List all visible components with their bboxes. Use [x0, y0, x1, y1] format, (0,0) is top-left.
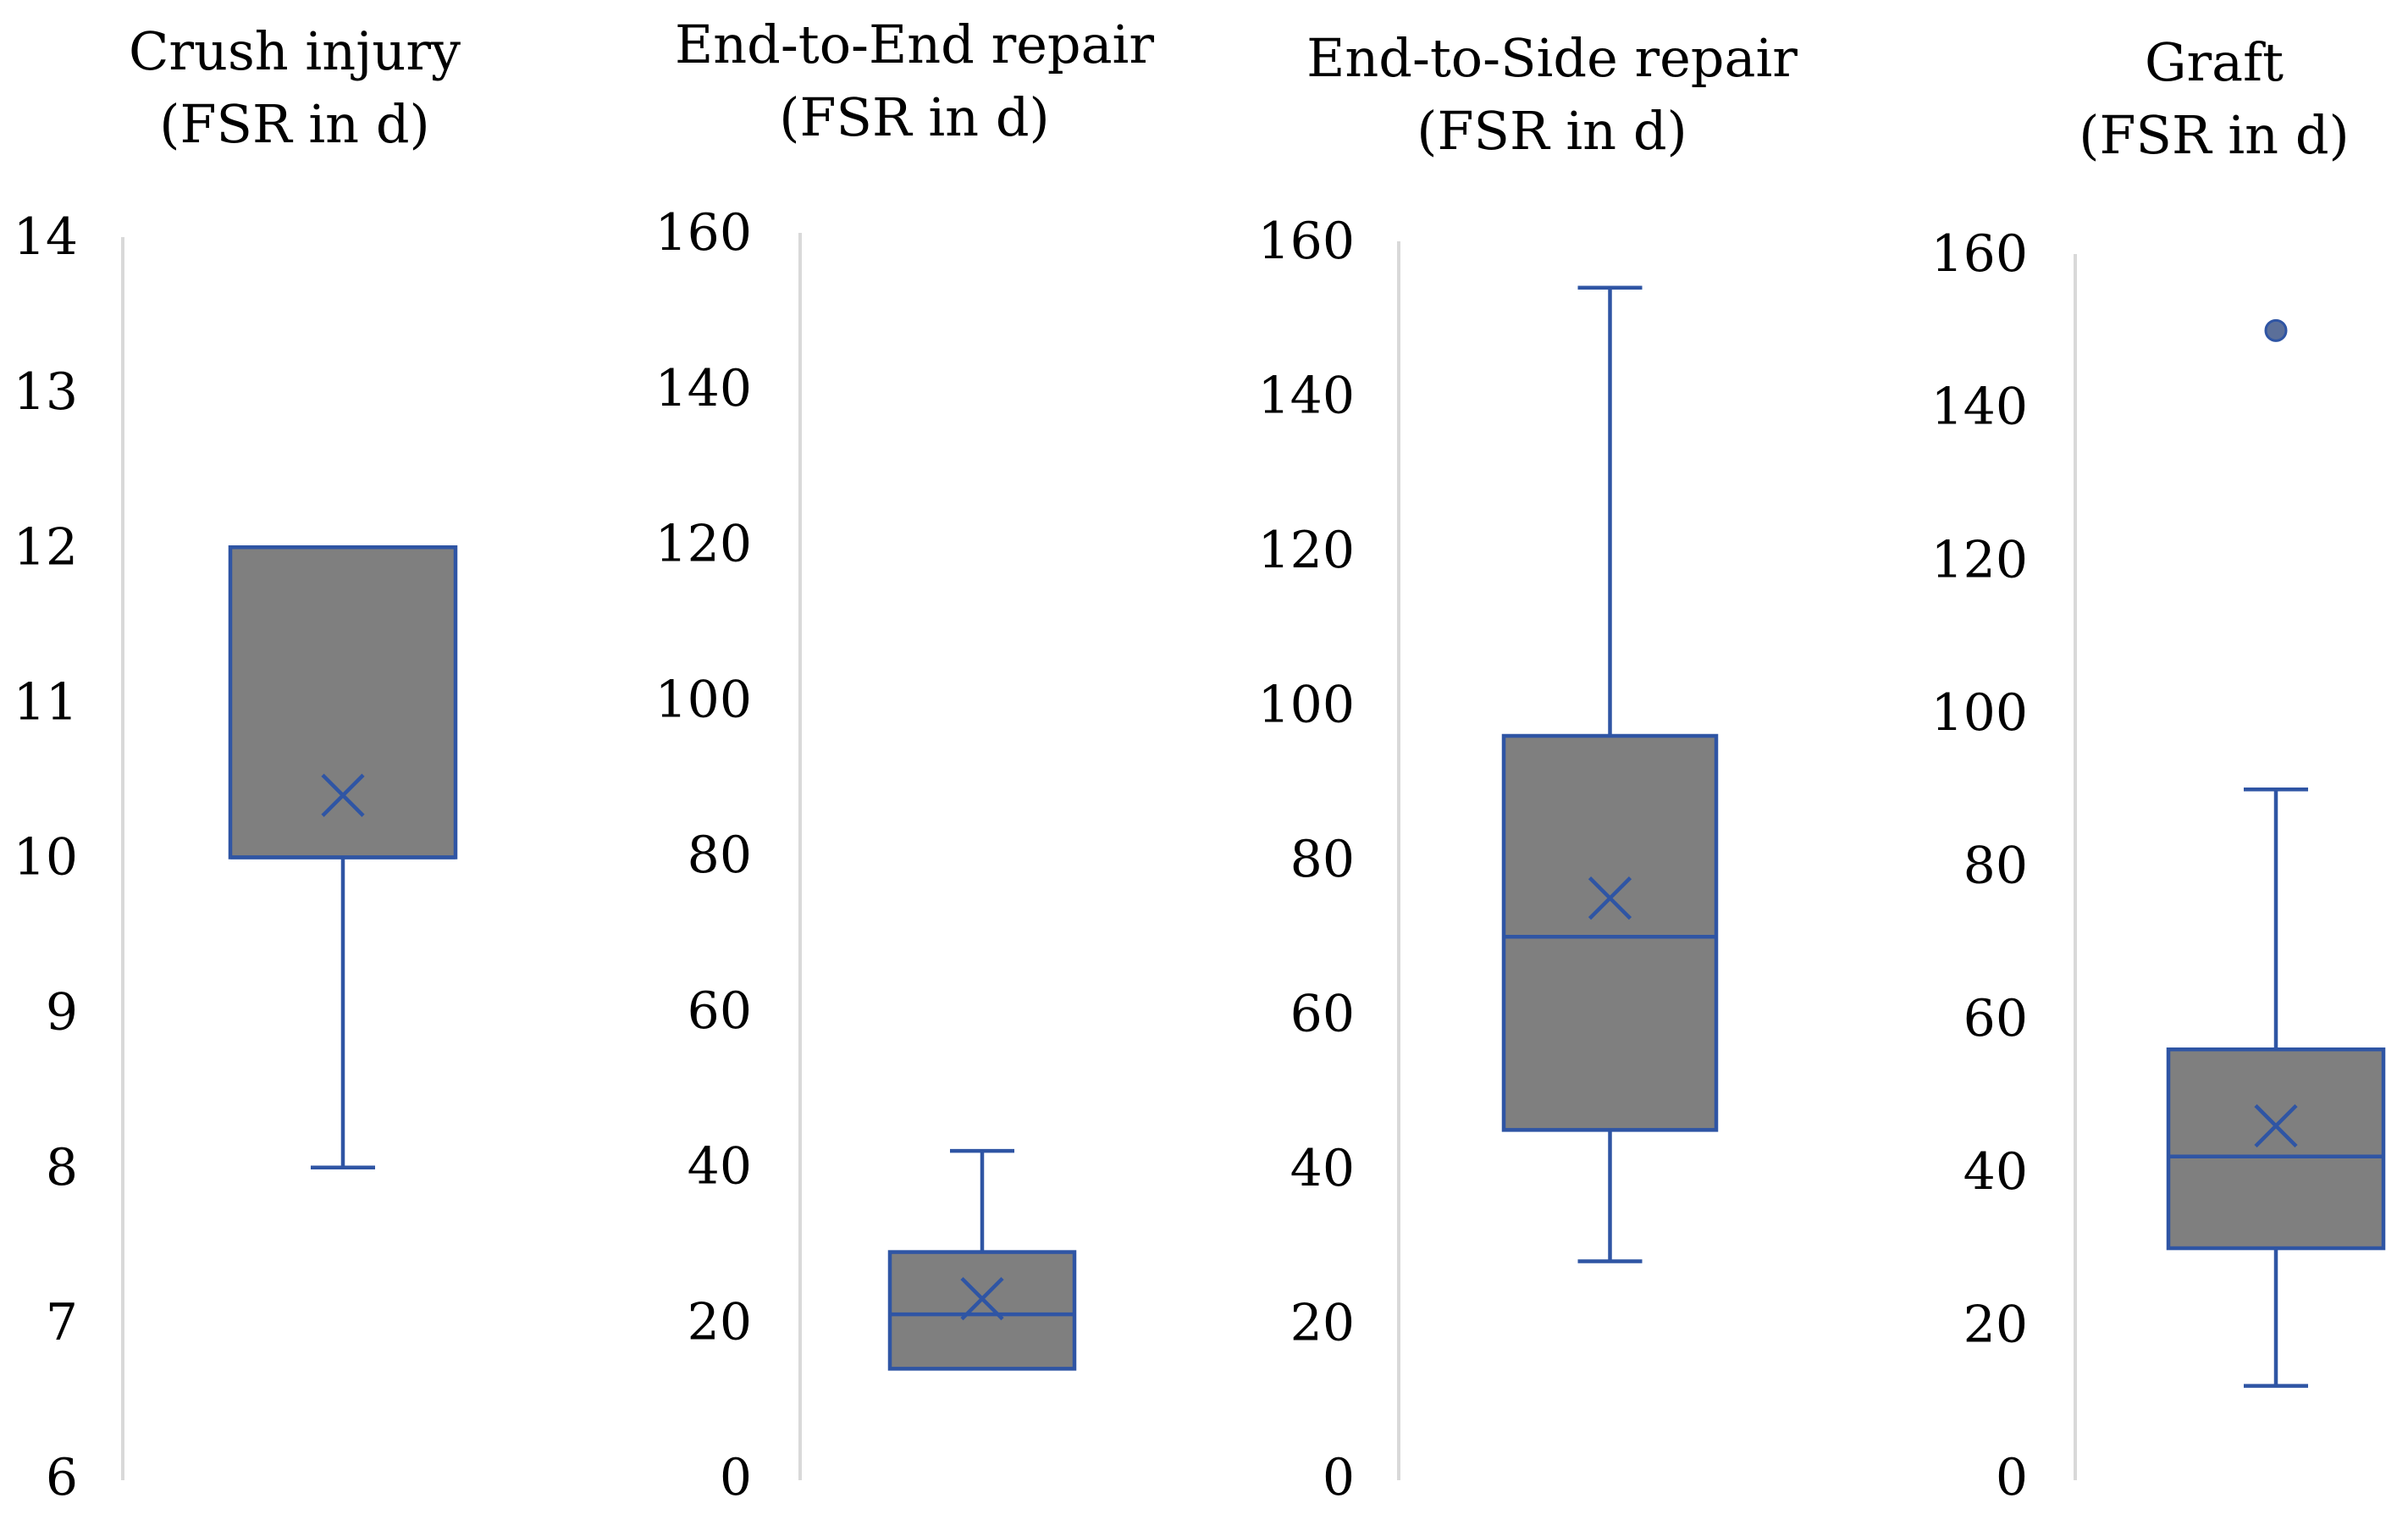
panel-subtitle: (FSR in d) [779, 86, 1049, 148]
y-tick-label: 100 [1930, 683, 2028, 743]
panel-subtitle: (FSR in d) [159, 93, 429, 155]
panel-subtitle: (FSR in d) [1417, 100, 1687, 162]
y-tick-label: 100 [1257, 676, 1355, 735]
iqr-box [1501, 733, 1719, 1132]
y-tick-label: 160 [654, 203, 752, 263]
outlier-point [2264, 318, 2288, 342]
y-tick-label: 13 [14, 362, 78, 422]
y-tick-label: 120 [654, 515, 752, 574]
y-tick-label: 120 [1930, 530, 2028, 589]
chart-panel-3: End-to-Side repair (FSR in d) 0 20 40 60 80 100… [1257, 27, 1798, 1507]
mean-marker [2254, 1103, 2298, 1148]
y-tick-label: 20 [688, 1292, 752, 1351]
chart-panel-1: Crush injury (FSR in d) 6 7 8 9 10 11 12 13 14 [14, 20, 461, 1507]
iqr-box [228, 545, 458, 859]
panel-title: Crush injury [129, 20, 461, 82]
y-tick-label: 80 [1290, 830, 1355, 889]
y-tick-label: 40 [1963, 1142, 2028, 1202]
y-tick-label: 60 [1290, 985, 1355, 1044]
mean-marker-stroke [1588, 876, 1632, 920]
panel-subtitle: (FSR in d) [2079, 104, 2349, 166]
panel-title: Graft [2145, 31, 2284, 93]
y-tick-label: 20 [1290, 1294, 1355, 1353]
panel-title: End-to-End repair [675, 14, 1154, 75]
y-tick-label: 0 [1323, 1448, 1355, 1507]
mean-marker-stroke [960, 1277, 1004, 1321]
y-tick-label: 0 [720, 1448, 752, 1507]
mean-marker-stroke [2254, 1103, 2298, 1148]
iqr-box [2166, 1047, 2386, 1251]
y-tick-label: 140 [1930, 378, 2028, 437]
y-tick-label: 14 [14, 207, 78, 267]
y-tick-label: 11 [14, 672, 78, 732]
y-tick-label: 40 [1290, 1139, 1355, 1198]
y-tick-label: 10 [14, 828, 78, 887]
y-tick-label: 20 [1963, 1295, 2028, 1354]
panels: Crush injury (FSR in d) 6 7 8 9 10 11 12 13 14 End-… [14, 14, 2386, 1507]
y-tick-label: 140 [654, 359, 752, 418]
y-tick-label: 80 [688, 826, 752, 885]
y-tick-label: 9 [46, 983, 78, 1042]
y-tick-label: 80 [1963, 837, 2028, 896]
y-tick-label: 60 [1963, 989, 2028, 1048]
y-tick-label: 40 [688, 1137, 752, 1197]
y-tick-label: 100 [654, 670, 752, 729]
mean-marker [960, 1277, 1004, 1321]
y-tick-label: 120 [1257, 521, 1355, 580]
y-tick-label: 7 [46, 1293, 78, 1352]
y-tick-label: 12 [14, 517, 78, 577]
mean-marker-stroke [321, 773, 365, 817]
mean-marker [1588, 876, 1632, 920]
y-tick-label: 160 [1930, 224, 2028, 284]
mean-marker [321, 773, 365, 817]
chart-panel-2: End-to-End repair (FSR in d) 0 20 40 60 80 100 1… [654, 14, 1154, 1507]
y-tick-label: 0 [1996, 1448, 2028, 1507]
y-tick-label: 6 [46, 1448, 78, 1507]
y-tick-label: 60 [688, 981, 752, 1041]
iqr-box [887, 1250, 1077, 1371]
y-tick-label: 160 [1257, 212, 1355, 271]
y-tick-label: 140 [1257, 367, 1355, 426]
y-tick-label: 8 [46, 1138, 78, 1197]
panel-title: End-to-Side repair [1306, 27, 1798, 89]
chart-panel-4: Graft (FSR in d) 0 20 40 60 80 100 120 140 160 [1930, 31, 2386, 1507]
